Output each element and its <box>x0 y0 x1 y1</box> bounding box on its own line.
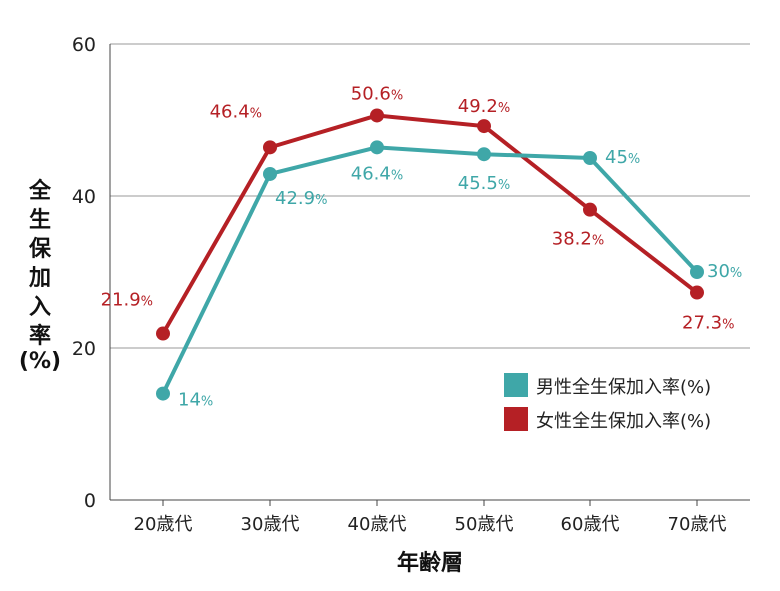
data-label: 49.2% <box>458 96 510 117</box>
y-axis-title: 全生保加入率 <box>28 178 52 349</box>
data-point <box>156 386 170 401</box>
data-label: 46.4% <box>210 101 262 122</box>
data-point <box>156 326 170 341</box>
data-label: 38.2% <box>552 229 604 250</box>
data-label: 30% <box>707 261 742 282</box>
legend-swatch <box>504 407 528 431</box>
legend-label: 女性全生保加入率(%) <box>536 411 711 432</box>
x-tick-label: 40歳代 <box>348 514 407 535</box>
data-point <box>263 166 277 181</box>
x-tick-label: 70歳代 <box>668 514 727 535</box>
y-tick-label: 60 <box>72 34 96 56</box>
data-point <box>583 202 597 217</box>
y-tick-label: 20 <box>72 338 96 360</box>
data-label: 14% <box>178 390 213 411</box>
series-line <box>161 145 699 395</box>
data-point <box>370 140 384 155</box>
legend-swatch <box>504 373 528 397</box>
x-tick-label: 30歳代 <box>241 514 300 535</box>
data-point <box>477 119 491 134</box>
series-line <box>161 113 699 335</box>
data-label: 45% <box>605 147 640 168</box>
data-point <box>370 108 384 123</box>
y-tick-label: 40 <box>72 186 96 208</box>
data-point <box>690 285 704 300</box>
y-axis-unit: (%) <box>19 349 61 374</box>
x-tick-label: 20歳代 <box>134 514 193 535</box>
data-point <box>690 265 704 279</box>
x-axis-title: 年齢層 <box>397 550 463 576</box>
data-label: 42.9% <box>275 188 327 209</box>
data-point <box>583 151 597 165</box>
data-label: 46.4% <box>351 163 403 184</box>
data-label: 50.6% <box>351 83 403 104</box>
legend-label: 男性全生保加入率(%) <box>536 377 711 398</box>
data-point <box>477 147 491 162</box>
x-tick-label: 50歳代 <box>455 514 514 535</box>
data-label: 27.3% <box>682 313 734 334</box>
y-tick-label: 0 <box>84 490 96 512</box>
data-point <box>263 140 277 155</box>
data-label: 45.5% <box>458 173 510 194</box>
data-label: 21.9% <box>101 290 153 311</box>
x-tick-label: 60歳代 <box>561 514 620 535</box>
